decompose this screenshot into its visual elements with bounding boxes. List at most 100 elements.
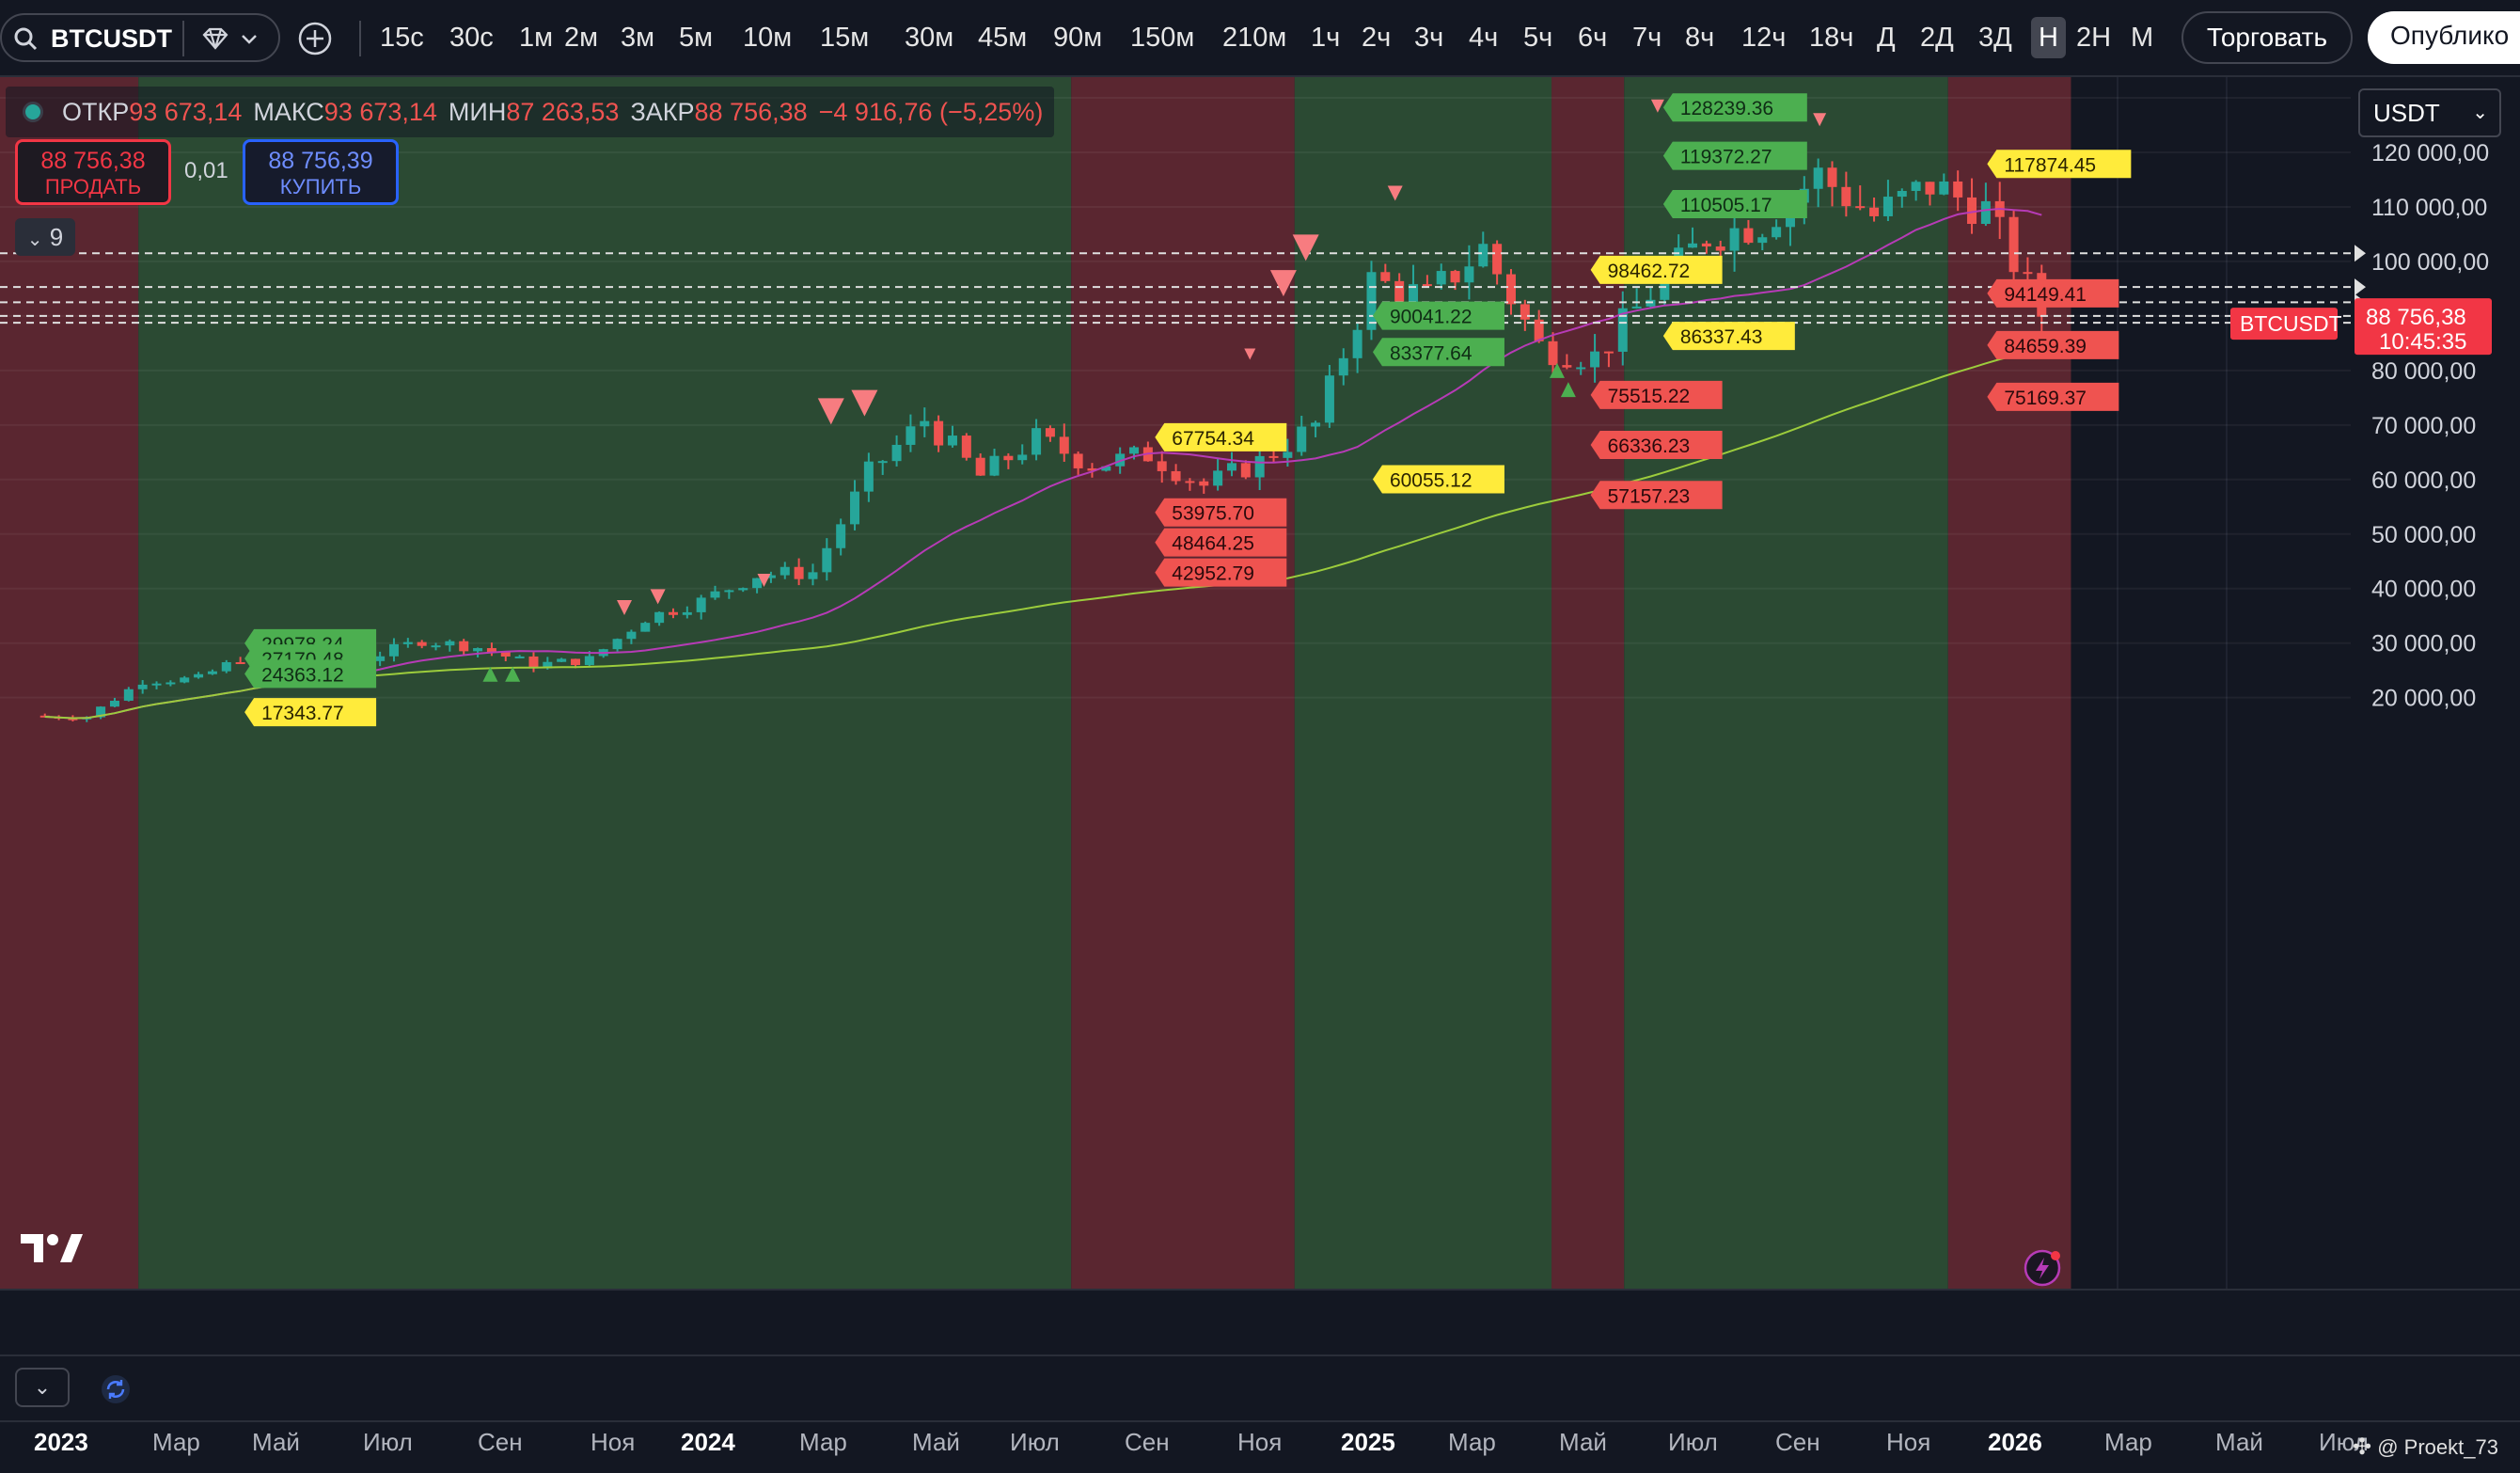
currency-select[interactable]: USDT ⌄ xyxy=(2358,88,2501,137)
publish-button[interactable]: Опублико xyxy=(2368,11,2520,64)
candle-body xyxy=(1240,463,1251,478)
time-axis-label: Сен xyxy=(1125,1428,1170,1456)
interval-18[interactable]: 6ч xyxy=(1578,23,1608,53)
interval-0[interactable]: 15с xyxy=(380,23,424,53)
interval-20[interactable]: 8ч xyxy=(1685,23,1715,53)
candle-body xyxy=(1827,167,1837,187)
low-value: 87 263,53 xyxy=(506,98,620,126)
candle-body xyxy=(975,457,985,476)
interval-5[interactable]: 5м xyxy=(679,23,714,53)
collapse-panel-button[interactable]: ⌄ xyxy=(15,1368,70,1407)
candle-body xyxy=(1617,308,1628,352)
candle-body xyxy=(1715,246,1725,251)
interval-24[interactable]: 2Д xyxy=(1920,23,1954,53)
candle-body xyxy=(822,547,832,573)
price-axis-tick: 30 000,00 xyxy=(2371,631,2476,657)
candle-body xyxy=(528,656,539,669)
candle-body xyxy=(794,566,804,579)
price-label: 75169.37 xyxy=(2004,388,2087,409)
candle-body xyxy=(836,524,846,548)
interval-27[interactable]: 2Н xyxy=(2076,23,2112,53)
interval-28[interactable]: М xyxy=(2131,23,2154,53)
candle-body xyxy=(500,652,511,657)
interval-14[interactable]: 2ч xyxy=(1362,23,1392,53)
interval-19[interactable]: 7ч xyxy=(1632,23,1662,53)
price-label: 90041.22 xyxy=(1390,307,1473,328)
time-axis-label: Июл xyxy=(1010,1428,1060,1456)
currency-value: USDT xyxy=(2373,99,2440,127)
candle-body xyxy=(1492,244,1503,275)
change-value: −4 916,76 (−5,25%) xyxy=(818,98,1044,126)
candle-body xyxy=(1478,244,1488,267)
spread-value: 0,01 xyxy=(184,158,228,183)
signal-marker-icon xyxy=(1292,234,1319,261)
price-axis-tick: 40 000,00 xyxy=(2371,577,2476,603)
candle-body xyxy=(1422,284,1432,287)
candle-body xyxy=(877,461,888,464)
price-label-tag xyxy=(1372,338,1504,367)
buy-button[interactable]: 88 756,39 КУПИТЬ xyxy=(243,139,399,205)
candle-body xyxy=(402,641,413,644)
price-axis-tick: 120 000,00 xyxy=(2371,140,2489,166)
price-label-tag xyxy=(1590,255,1723,284)
interval-2[interactable]: 1м xyxy=(519,23,554,53)
candle-body xyxy=(906,426,916,445)
candle-body xyxy=(1743,228,1754,244)
interval-17[interactable]: 5ч xyxy=(1523,23,1553,53)
candle-body xyxy=(1380,272,1391,281)
indicators-toggle[interactable]: ⌄ 9 xyxy=(15,218,75,256)
interval-8[interactable]: 30м xyxy=(905,23,954,53)
ohlc-legend: ОТКР93 673,14 МАКС93 673,14 МИН87 263,53 ЗА… xyxy=(6,87,1055,137)
interval-13[interactable]: 1ч xyxy=(1311,23,1341,53)
price-label: 94149.41 xyxy=(2004,284,2087,306)
interval-15[interactable]: 3ч xyxy=(1414,23,1444,53)
refresh-icon[interactable] xyxy=(100,1373,132,1405)
divider xyxy=(359,21,361,56)
interval-3[interactable]: 2м xyxy=(564,23,599,53)
interval-21[interactable]: 12ч xyxy=(1741,23,1787,53)
candle-body xyxy=(850,491,860,525)
signal-marker-icon xyxy=(650,589,666,605)
alert-icon[interactable] xyxy=(2022,1247,2063,1289)
open-label: ОТКР xyxy=(62,98,130,126)
candle-body xyxy=(1631,306,1642,309)
interval-11[interactable]: 150м xyxy=(1130,23,1195,53)
close-label: ЗАКР xyxy=(630,98,695,126)
candle-body xyxy=(765,575,776,578)
candle-body xyxy=(1003,455,1014,461)
buy-label: КУПИТЬ xyxy=(279,175,362,198)
candle-body xyxy=(1059,436,1069,454)
interval-1[interactable]: 30с xyxy=(449,23,494,53)
trade-button[interactable]: Торговать xyxy=(2181,11,2353,64)
candle-body xyxy=(221,662,231,672)
interval-26[interactable]: Н xyxy=(2031,17,2066,58)
interval-16[interactable]: 4ч xyxy=(1469,23,1499,53)
candle-body xyxy=(1032,428,1042,455)
candle-body xyxy=(682,611,692,615)
interval-4[interactable]: 3м xyxy=(621,23,655,53)
chevron-down-icon[interactable] xyxy=(241,34,258,45)
diamond-icon[interactable] xyxy=(201,27,229,50)
time-axis-label: Ноя xyxy=(1886,1428,1931,1456)
interval-9[interactable]: 45м xyxy=(978,23,1028,53)
interval-22[interactable]: 18ч xyxy=(1809,23,1854,53)
interval-10[interactable]: 90м xyxy=(1053,23,1103,53)
candle-body xyxy=(417,641,427,646)
candle-body xyxy=(1199,481,1209,486)
symbol-search[interactable]: BTCUSDT xyxy=(0,13,280,62)
candle-body xyxy=(1226,463,1236,471)
price-label: 86337.43 xyxy=(1680,326,1763,348)
time-axis-label: Май xyxy=(912,1428,960,1456)
interval-7[interactable]: 15м xyxy=(820,23,870,53)
candle-body xyxy=(738,588,748,591)
price-chart[interactable]: 29978.2427170.4824363.1217343.7767754.34… xyxy=(0,77,2520,1291)
candle-body xyxy=(640,623,651,632)
zone-red xyxy=(0,77,139,1291)
sell-button[interactable]: 88 756,38 ПРОДАТЬ xyxy=(15,139,171,205)
interval-12[interactable]: 210м xyxy=(1222,23,1287,53)
interval-25[interactable]: 3Д xyxy=(1978,23,2012,53)
add-symbol-icon[interactable] xyxy=(297,21,333,56)
interval-23[interactable]: Д xyxy=(1877,23,1896,53)
interval-6[interactable]: 10м xyxy=(743,23,793,53)
candle-body xyxy=(1073,453,1083,468)
